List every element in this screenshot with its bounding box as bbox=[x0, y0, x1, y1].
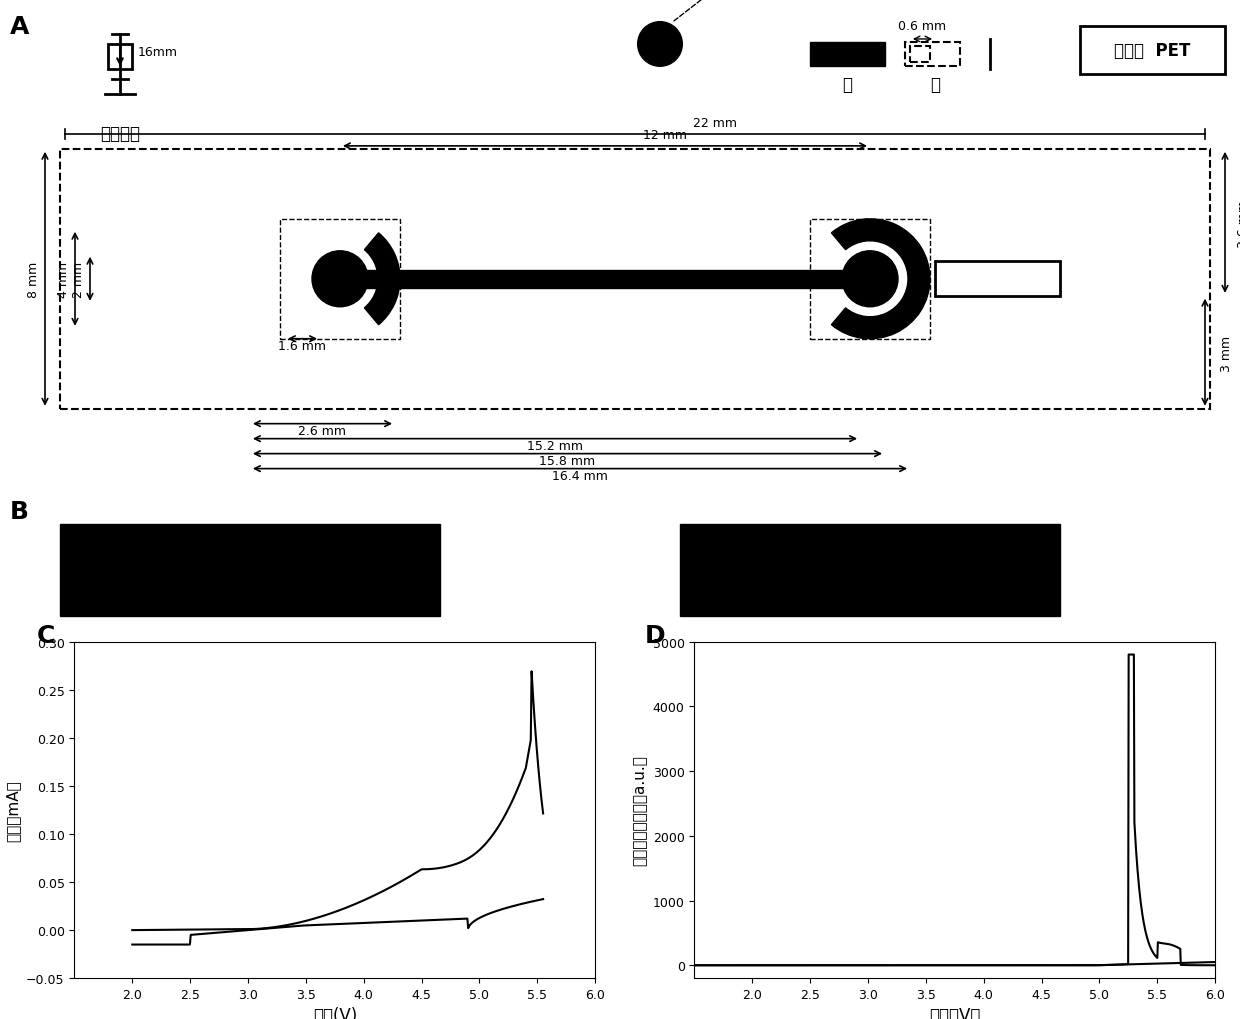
Wedge shape bbox=[832, 220, 930, 339]
Y-axis label: 电化学发光强度（a.u.）: 电化学发光强度（a.u.） bbox=[632, 755, 647, 865]
Bar bbox=[935, 262, 1060, 297]
Bar bbox=[680, 525, 1060, 616]
Text: B: B bbox=[10, 499, 29, 524]
Text: 15.8 mm: 15.8 mm bbox=[539, 454, 595, 467]
Bar bbox=[810, 43, 885, 67]
Bar bbox=[810, 220, 930, 339]
Text: 銀: 銀 bbox=[930, 75, 940, 94]
Y-axis label: 电流（mA）: 电流（mA） bbox=[6, 780, 21, 841]
Text: 16mm: 16mm bbox=[138, 47, 179, 59]
Bar bbox=[60, 525, 440, 616]
Text: 2 mm: 2 mm bbox=[72, 262, 86, 298]
Text: 3 mm: 3 mm bbox=[1220, 335, 1233, 371]
Text: 碳: 碳 bbox=[842, 75, 852, 94]
Text: 3.6 mm: 3.6 mm bbox=[1238, 200, 1240, 248]
Bar bbox=[108, 45, 131, 70]
Bar bbox=[1080, 26, 1225, 74]
Text: A: A bbox=[10, 15, 30, 39]
Bar bbox=[340, 270, 870, 288]
Text: 0.6 mm: 0.6 mm bbox=[898, 20, 946, 33]
Text: 22 mm: 22 mm bbox=[693, 117, 737, 129]
Bar bbox=[910, 47, 930, 63]
Text: 8 mm: 8 mm bbox=[27, 262, 40, 298]
Text: 16.4 mm: 16.4 mm bbox=[552, 469, 608, 482]
Text: 2.6 mm: 2.6 mm bbox=[298, 424, 346, 437]
Text: 15.2 mm: 15.2 mm bbox=[527, 439, 583, 452]
Text: C: C bbox=[37, 623, 56, 647]
Text: 4 mm: 4 mm bbox=[57, 262, 69, 298]
Text: D: D bbox=[645, 623, 666, 647]
Circle shape bbox=[639, 23, 682, 67]
X-axis label: 电压(V): 电压(V) bbox=[312, 1007, 357, 1019]
Text: 初始设计: 初始设计 bbox=[100, 124, 140, 143]
Circle shape bbox=[842, 252, 898, 308]
Bar bbox=[60, 150, 1210, 410]
Circle shape bbox=[312, 252, 368, 308]
Text: 1.6 mm: 1.6 mm bbox=[278, 339, 326, 353]
Text: 基底：  PET: 基底： PET bbox=[1114, 42, 1190, 60]
Text: 12 mm: 12 mm bbox=[644, 128, 687, 142]
Bar bbox=[280, 220, 401, 339]
Wedge shape bbox=[365, 233, 401, 325]
Bar bbox=[905, 43, 960, 67]
X-axis label: 电压（V）: 电压（V） bbox=[929, 1007, 981, 1019]
